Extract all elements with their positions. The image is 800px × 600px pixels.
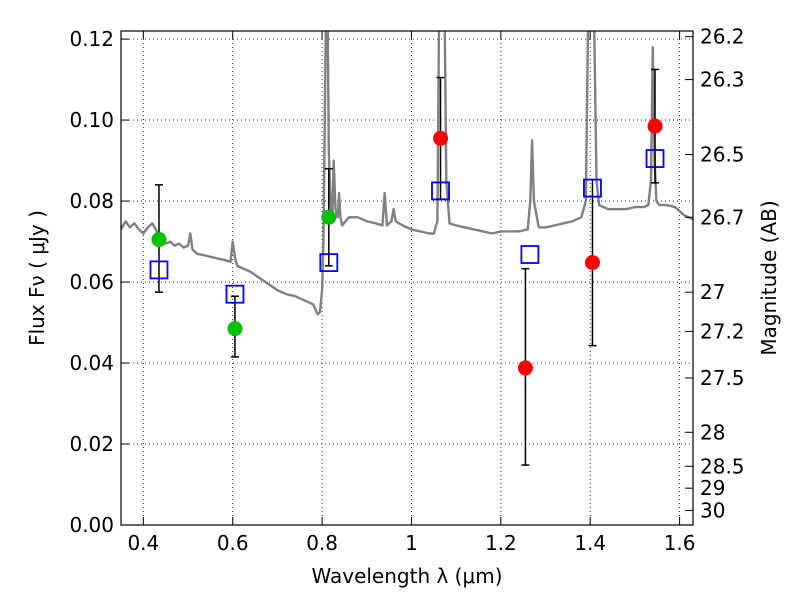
spectrum-line xyxy=(121,31,693,316)
ticks: 0.4 0.6 0.8 1 1.2 1.4 1.6 0.00 0.02 0.04 0.06 0.08 0… xyxy=(69,25,744,555)
plot-frame xyxy=(120,30,694,526)
y2-axis-title: Magnitude (AB) xyxy=(757,200,781,355)
grid xyxy=(121,31,693,525)
errorbar-layer xyxy=(154,68,660,466)
model-square xyxy=(149,260,169,280)
x-tick-label: 0.6 xyxy=(217,531,249,555)
mag-tick-label: 27.2 xyxy=(700,319,745,343)
mag-tick-label: 28.5 xyxy=(700,454,745,478)
model-square xyxy=(431,181,450,201)
x-tick-label: 1.4 xyxy=(574,531,606,555)
y-tick-label: 0.04 xyxy=(69,351,114,375)
x-axis-title: Wavelength λ (μm) xyxy=(311,564,502,588)
y-tick-label: 0.02 xyxy=(69,432,114,456)
model-square xyxy=(583,178,602,198)
green-data-point xyxy=(321,209,337,225)
y-axis-title: Flux Fν ( μJy ) xyxy=(25,210,49,346)
red-data-point xyxy=(584,255,600,271)
red-data-point xyxy=(517,360,533,376)
model-square xyxy=(225,284,245,304)
mag-tick-label: 27 xyxy=(700,280,725,304)
x-tick-label: 0.4 xyxy=(127,531,159,555)
data-point-layer xyxy=(151,118,663,376)
mag-tick-label: 30 xyxy=(700,498,725,522)
mag-tick-label: 28 xyxy=(700,420,725,444)
y-tick-label: 0.12 xyxy=(69,27,114,51)
model-square xyxy=(520,245,540,264)
mag-tick-label: 26.7 xyxy=(700,205,745,229)
mag-tick-label: 29 xyxy=(700,476,725,500)
y-tick-label: 0.08 xyxy=(69,189,114,213)
green-data-point xyxy=(151,232,167,248)
model-square-layer xyxy=(149,149,665,304)
x-tick-label: 0.8 xyxy=(306,531,338,555)
y-tick-label: 0.00 xyxy=(69,513,114,537)
x-tick-label: 1.2 xyxy=(485,531,517,555)
model-square xyxy=(645,149,665,168)
x-tick-label: 1 xyxy=(405,531,418,555)
model-square xyxy=(319,253,339,273)
mag-tick-label: 26.3 xyxy=(700,68,745,92)
y-tick-label: 0.06 xyxy=(69,270,114,294)
mag-tick-label: 26.5 xyxy=(700,143,745,167)
mag-tick-label: 26.2 xyxy=(700,25,745,49)
red-data-point xyxy=(433,130,449,146)
green-data-point xyxy=(227,321,243,337)
y-tick-label: 0.10 xyxy=(69,108,114,132)
mag-tick-label: 27.5 xyxy=(700,366,745,390)
spectrum-layer xyxy=(121,31,693,316)
red-data-point xyxy=(647,118,663,134)
x-tick-label: 1.6 xyxy=(664,531,696,555)
